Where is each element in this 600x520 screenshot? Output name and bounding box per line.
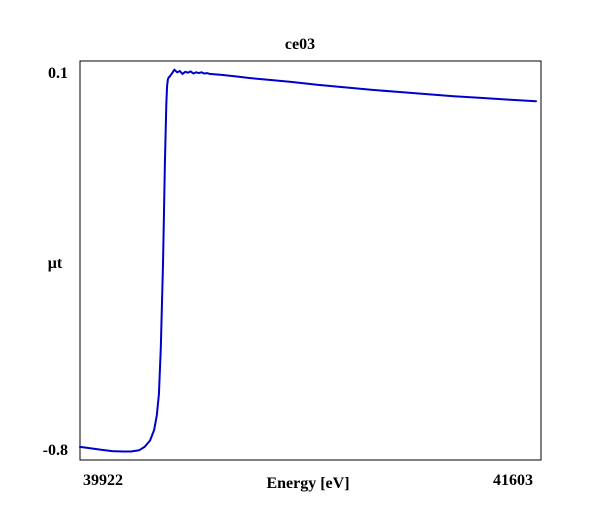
x-tick-label-left: 39922 [83, 472, 123, 489]
plot-frame [79, 60, 542, 461]
y-tick-label-top: 0.1 [48, 65, 68, 82]
y-tick-label-bottom: -0.8 [43, 442, 68, 459]
x-tick-label-right: 41603 [493, 472, 533, 489]
series-line [79, 68, 537, 453]
x-axis-label: Energy [eV] [266, 475, 349, 492]
y-axis-label: μt [48, 255, 63, 272]
chart-title: ce03 [285, 36, 315, 53]
